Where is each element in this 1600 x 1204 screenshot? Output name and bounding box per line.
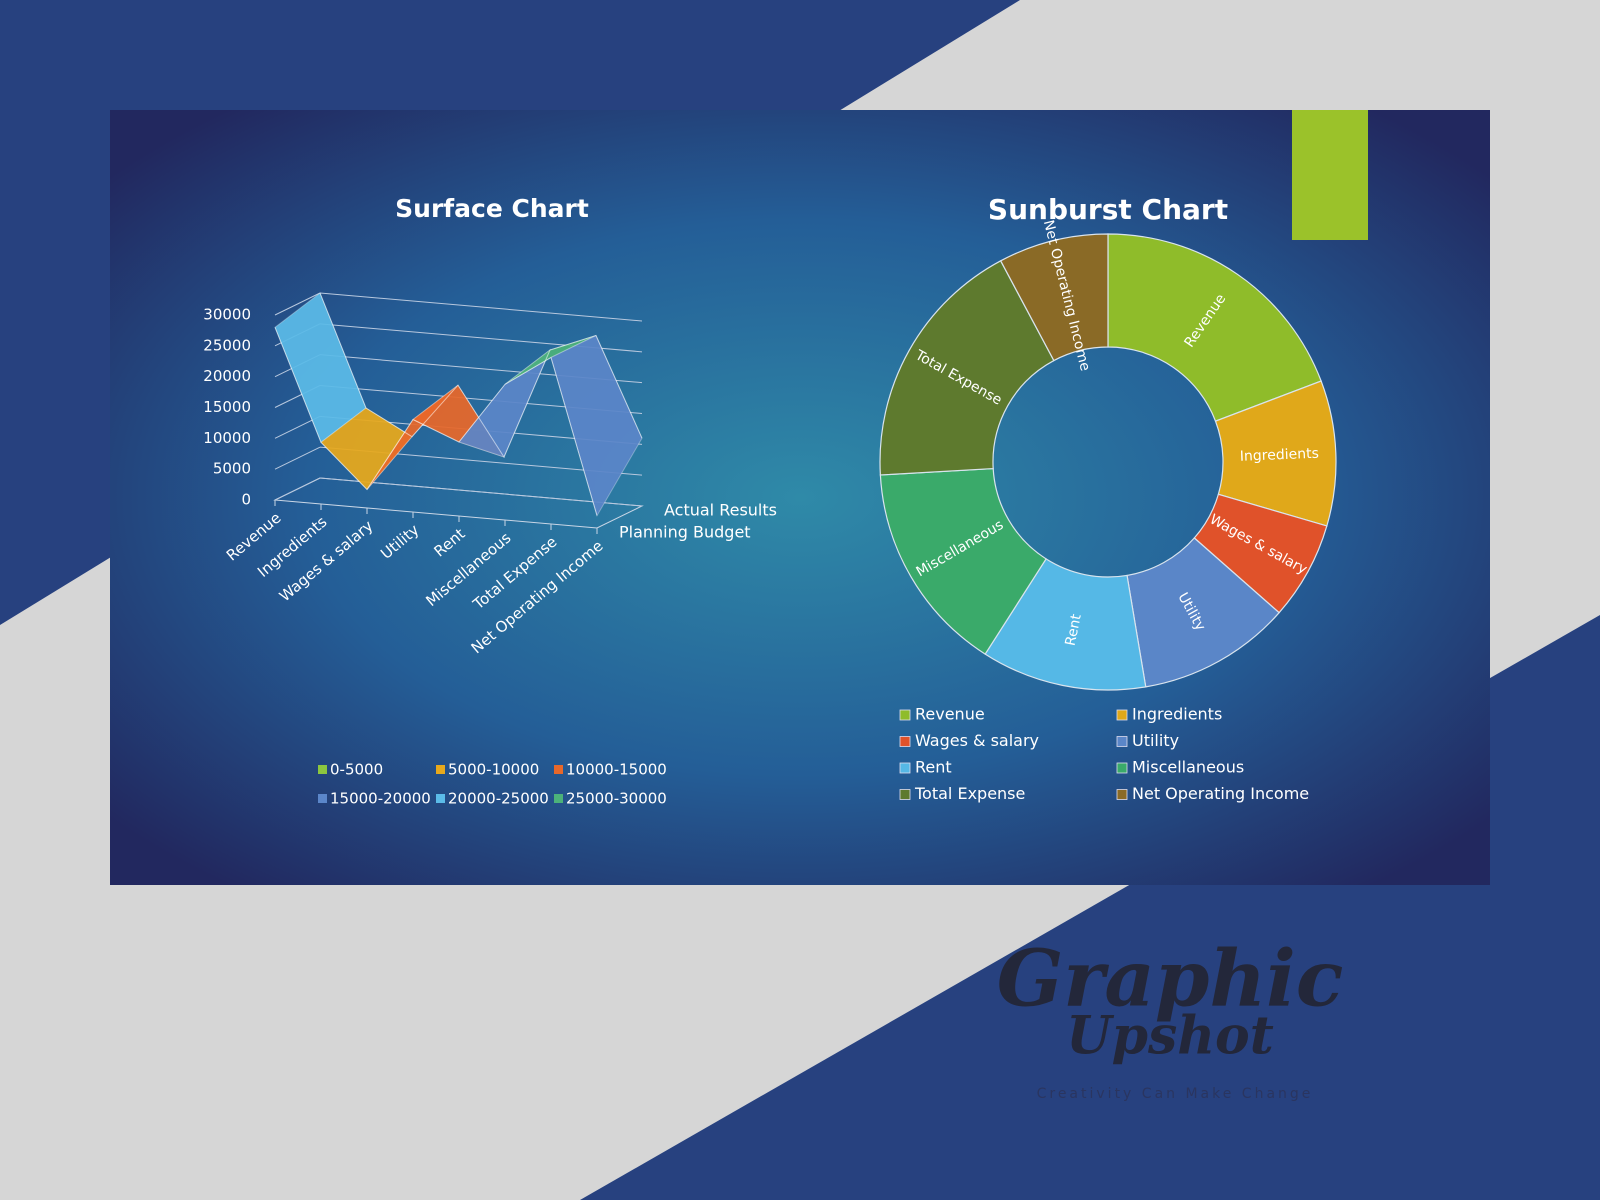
slice-label: Ingredients — [1240, 446, 1320, 465]
y-tick-label: 20000 — [203, 367, 251, 385]
slice-label: Rent — [1063, 612, 1085, 647]
legend-swatch — [436, 765, 445, 774]
grid-line — [274, 477, 321, 501]
legend-label: Revenue — [915, 705, 985, 724]
legend-label: Total Expense — [914, 784, 1025, 803]
logo-tagline: Creativity Can Make Change — [1037, 1086, 1314, 1102]
legend-label: 15000-20000 — [330, 790, 431, 808]
legend-swatch — [1116, 762, 1128, 774]
legend-label: 0-5000 — [330, 761, 383, 779]
legend-label: Ingredients — [1132, 705, 1222, 724]
legend-label: Miscellaneous — [1132, 758, 1244, 777]
logo-line2: Upshot — [1066, 1006, 1274, 1067]
legend-label: 10000-15000 — [566, 761, 667, 779]
grid-line — [274, 446, 321, 470]
legend-label: Wages & salary — [915, 731, 1039, 750]
legend-label: Net Operating Income — [1132, 784, 1309, 803]
legend-swatch — [899, 762, 911, 774]
chart-title: Surface Chart — [395, 194, 589, 223]
grid-line — [319, 292, 643, 322]
y-tick-label: 10000 — [203, 429, 251, 447]
legend-swatch — [436, 794, 445, 803]
legend-label: 25000-30000 — [566, 790, 667, 808]
series-line — [319, 292, 643, 459]
legend-swatch — [318, 794, 327, 803]
legend-swatch — [899, 709, 911, 721]
legend-label: 5000-10000 — [448, 761, 539, 779]
accent-block — [1292, 110, 1368, 240]
legend-label: 20000-25000 — [448, 790, 549, 808]
grid-line — [274, 292, 321, 316]
logo-line1: Graphic — [997, 934, 1344, 1025]
legend-swatch — [1116, 789, 1128, 800]
sunburst-slice — [1107, 233, 1322, 422]
sunburst-slice — [999, 233, 1109, 362]
y-tick-label: 30000 — [203, 306, 251, 324]
y-tick-label: 15000 — [203, 398, 251, 416]
legend-swatch — [899, 736, 911, 747]
legend-label: Rent — [915, 758, 952, 777]
series-line — [274, 327, 598, 516]
legend-swatch — [554, 765, 563, 774]
legend-swatch — [1116, 709, 1128, 721]
legend-label: Utility — [1132, 731, 1179, 750]
series-label: Actual Results — [664, 501, 777, 520]
y-tick-label: 0 — [241, 491, 251, 509]
sunburst-slice — [879, 467, 1047, 655]
y-tick-label: 5000 — [213, 460, 251, 478]
legend-swatch — [1116, 736, 1128, 747]
series-label: Planning Budget — [619, 523, 751, 542]
y-tick-label: 25000 — [203, 336, 251, 354]
grid-line — [319, 477, 643, 507]
legend-swatch — [899, 789, 911, 800]
sunburst-slice — [879, 260, 1055, 476]
legend-swatch — [318, 765, 327, 774]
chart-title: Sunburst Chart — [988, 193, 1228, 226]
legend-swatch — [554, 794, 563, 803]
